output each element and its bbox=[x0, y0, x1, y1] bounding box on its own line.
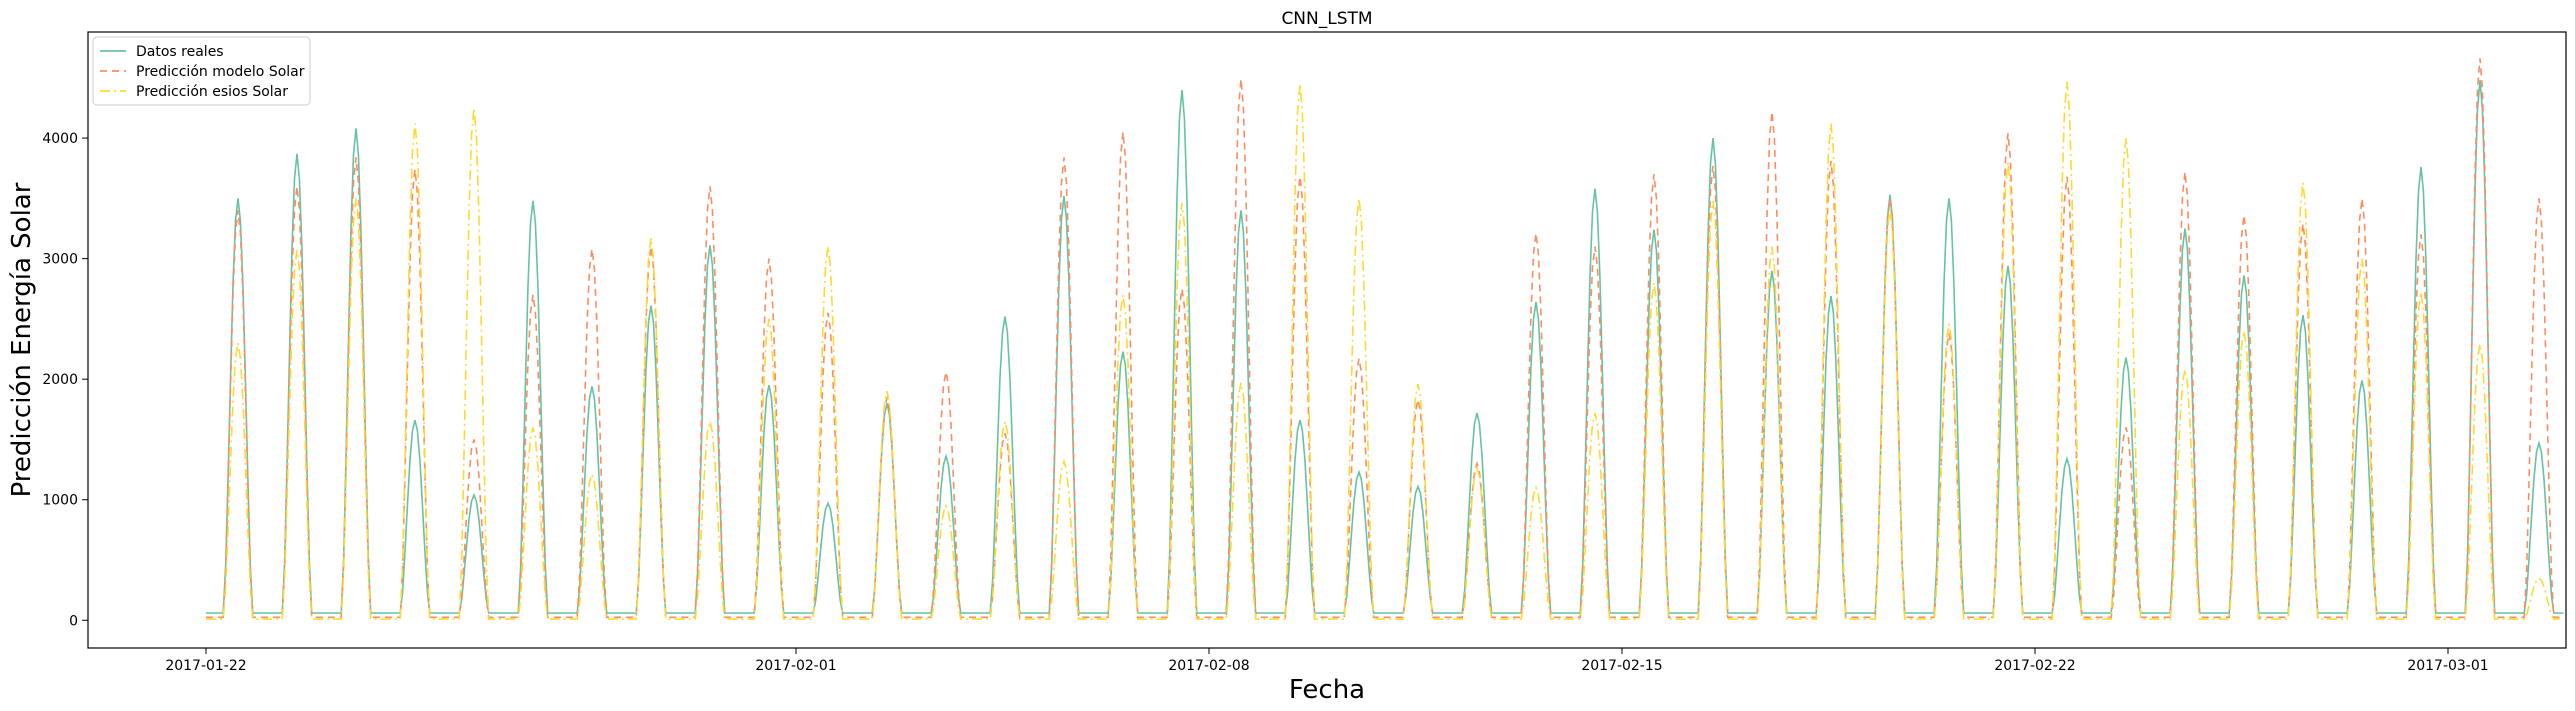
x-tick-label: 2017-02-08 bbox=[1168, 658, 1249, 674]
series-line bbox=[206, 81, 2564, 620]
x-tick-label: 2017-02-22 bbox=[1994, 658, 2075, 674]
y-tick-label: 1000 bbox=[42, 493, 78, 509]
y-tick-label: 0 bbox=[69, 613, 78, 629]
plot-frame bbox=[87, 31, 2567, 649]
y-axis: 0 1000 2000 3000 4000 bbox=[42, 131, 88, 629]
x-tick-label: 2017-03-01 bbox=[2407, 658, 2488, 674]
x-axis-label: Fecha bbox=[1289, 675, 1365, 705]
x-tick-label: 2017-02-15 bbox=[1581, 658, 1662, 674]
x-tick-label: 2017-01-22 bbox=[165, 658, 246, 674]
x-axis: 2017-01-22 2017-02-01 2017-02-08 2017-02-15… bbox=[165, 648, 2489, 674]
legend-box bbox=[92, 36, 311, 106]
legend-label: Datos reales bbox=[136, 44, 224, 60]
y-tick-label: 3000 bbox=[42, 252, 78, 268]
chart-title: CNN_LSTM bbox=[1281, 9, 1372, 29]
y-tick-label: 2000 bbox=[42, 372, 78, 388]
x-tick-label: 2017-02-01 bbox=[755, 658, 836, 674]
y-tick-label: 4000 bbox=[42, 131, 78, 147]
legend-label: Predicción esios Solar bbox=[136, 84, 288, 100]
legend: Datos reales Predicción modelo Solar Predi… bbox=[92, 36, 311, 106]
series-line bbox=[206, 58, 2564, 619]
legend-label: Predicción modelo Solar bbox=[136, 64, 305, 80]
series-layer bbox=[206, 58, 2564, 620]
y-axis-label: Predicción Energía Solar bbox=[7, 182, 37, 497]
